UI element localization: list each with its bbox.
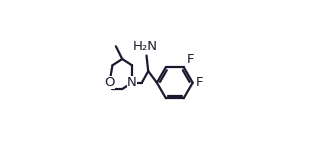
Text: F: F <box>187 53 194 66</box>
Text: F: F <box>196 76 203 89</box>
Text: O: O <box>104 76 115 89</box>
Text: N: N <box>127 76 137 89</box>
Text: H₂N: H₂N <box>133 40 158 53</box>
